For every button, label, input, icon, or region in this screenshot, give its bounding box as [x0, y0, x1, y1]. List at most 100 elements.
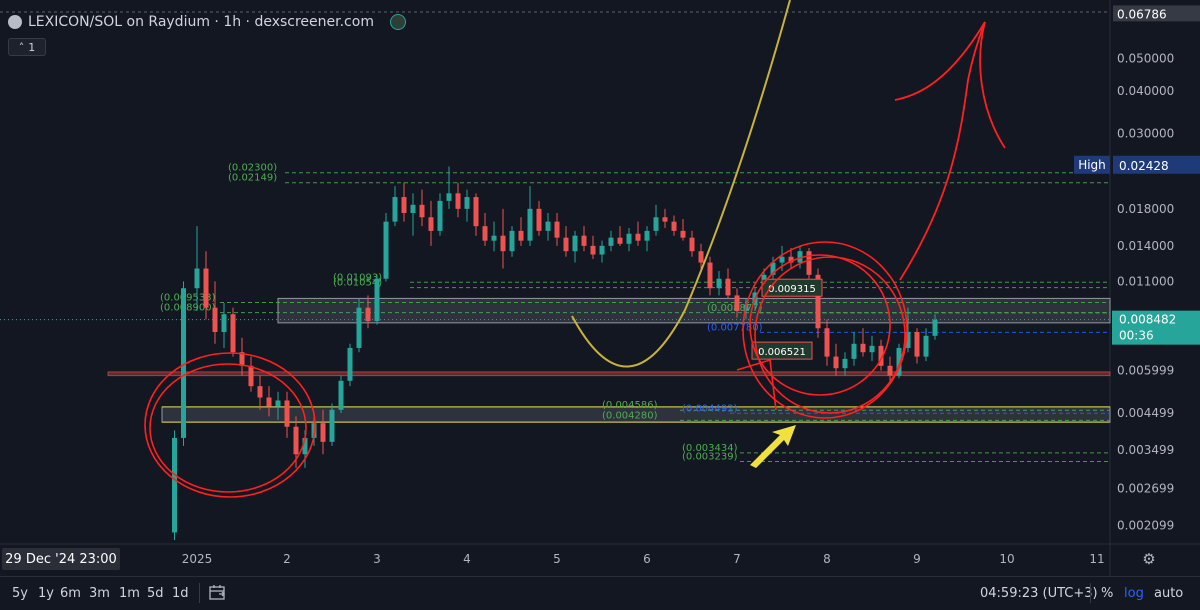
- price-tick-label: 0.030000: [1117, 127, 1174, 141]
- candle-body: [392, 197, 398, 222]
- candle-body: [365, 307, 371, 322]
- candle-body: [347, 347, 353, 381]
- chart-header: LEXICON/SOL on Raydium · 1h · dexscreene…: [8, 14, 406, 30]
- red-circle: [144, 352, 316, 498]
- percent-toggle[interactable]: %: [1101, 586, 1114, 601]
- candle-body: [275, 400, 281, 407]
- price-note-box: [761, 278, 823, 297]
- candle-body: [212, 307, 218, 332]
- candle-body: [239, 352, 245, 366]
- price-tick-label: 0.003499: [1117, 443, 1174, 457]
- candle-body: [716, 278, 722, 289]
- yellow-arrow-icon: [750, 425, 796, 468]
- timeframe-5d[interactable]: 5d: [147, 586, 164, 601]
- candle-body: [455, 193, 461, 209]
- candle-body: [725, 278, 731, 296]
- candle-body: [248, 365, 254, 387]
- candle-body: [590, 245, 596, 255]
- candle-body: [914, 331, 920, 357]
- chart-title: LEXICON/SOL on Raydium · 1h · dexscreene…: [28, 14, 374, 30]
- candle-body: [383, 221, 389, 279]
- candle-body: [689, 237, 695, 252]
- time-tick-label: 2025: [182, 552, 213, 566]
- candle-body: [230, 314, 236, 353]
- candle-body: [500, 235, 506, 252]
- candle-body: [536, 208, 542, 231]
- time-tick-label: 8: [823, 552, 831, 566]
- fib-level-label: (0.01093): [333, 272, 382, 283]
- candle-body: [671, 221, 677, 231]
- candle-body: [172, 437, 177, 533]
- candle-body: [842, 358, 848, 369]
- time-tick-label: 10: [999, 552, 1014, 566]
- fib-level-label: (0.009533): [160, 292, 216, 303]
- time-tick-label: 2: [283, 552, 291, 566]
- token-logo-icon: [8, 15, 22, 29]
- price-note-label: 0.009315: [768, 284, 816, 295]
- high-label: High: [1078, 158, 1106, 172]
- fib-level-label: (0.004492): [682, 403, 738, 414]
- candle-body: [644, 230, 650, 241]
- candle-body: [527, 208, 533, 241]
- fib-level-label: (0.004586): [602, 400, 658, 411]
- price-note-label: 0.006521: [758, 347, 806, 358]
- date-range-icon[interactable]: [208, 584, 228, 602]
- candle-body: [617, 237, 623, 244]
- timeframe-1m[interactable]: 1m: [119, 586, 140, 601]
- candle-body: [572, 235, 578, 252]
- price-tick-label: 0.014000: [1117, 239, 1174, 253]
- collapse-indicators-button[interactable]: ˄ 1: [8, 38, 46, 56]
- candle-body: [923, 335, 929, 357]
- price-tick-label: 0.002099: [1117, 518, 1174, 532]
- utc-clock[interactable]: 04:59:23 (UTC+3): [980, 586, 1098, 601]
- candle-body: [635, 233, 641, 241]
- candle-body: [599, 245, 605, 255]
- gear-icon[interactable]: ⚙: [1142, 550, 1156, 568]
- bottom-toolbar: 5y 1y 6m 3m 1m 5d 1d 04:59:23 (UTC+3) % …: [0, 576, 1200, 610]
- red-circle: [754, 256, 906, 414]
- price-tick-label: 0.004499: [1117, 406, 1174, 420]
- auto-toggle[interactable]: auto: [1154, 586, 1184, 601]
- candle-body: [860, 343, 866, 353]
- top-value-label: 0.06786: [1117, 7, 1167, 21]
- candle-body: [653, 217, 659, 231]
- price-tick-label: 0.050000: [1117, 51, 1174, 65]
- candle-body: [428, 217, 434, 231]
- candle-body: [464, 197, 470, 209]
- high-value-badge: [1113, 155, 1200, 174]
- time-tick-label: 11: [1089, 552, 1104, 566]
- candle-body: [851, 343, 857, 359]
- candle-body: [905, 331, 911, 348]
- time-tick-label: 4: [463, 552, 471, 566]
- timeframe-1d[interactable]: 1d: [172, 586, 189, 601]
- candle-body: [284, 400, 290, 427]
- candle-body: [932, 319, 938, 336]
- timeframe-5y[interactable]: 5y: [12, 586, 28, 601]
- red-circle: [749, 254, 891, 396]
- chevron-up-icon: ˄: [18, 40, 25, 54]
- candle-body: [482, 226, 488, 241]
- timeframe-3m[interactable]: 3m: [89, 586, 110, 601]
- candle-body: [878, 345, 884, 366]
- candle-countdown: 00:36: [1119, 329, 1154, 343]
- log-toggle[interactable]: log: [1124, 586, 1144, 601]
- fib-level-label: (0.02300): [228, 163, 277, 174]
- candle-body: [887, 365, 893, 376]
- candle-body: [491, 235, 497, 241]
- price-tick-label: 0.002699: [1117, 481, 1174, 495]
- yellow-curve: [571, 0, 791, 368]
- toolbar-divider: [199, 583, 200, 603]
- timeframe-6m[interactable]: 6m: [60, 586, 81, 601]
- candle-body: [707, 262, 713, 289]
- fib-level-label: (0.007780): [707, 322, 763, 333]
- fib-level-label: (0.02149): [228, 173, 277, 184]
- candle-body: [680, 230, 686, 238]
- price-chart[interactable]: (0.02300)(0.02149) (0.01093)(0.01054) (0.0…: [0, 0, 1200, 576]
- time-tick-label: 3: [373, 552, 381, 566]
- timeframe-1y[interactable]: 1y: [38, 586, 54, 601]
- candle-body: [734, 295, 740, 311]
- toolbar-divider: [1090, 583, 1091, 603]
- candle-body: [608, 237, 614, 246]
- candle-body: [338, 380, 344, 410]
- candle-body: [374, 278, 380, 322]
